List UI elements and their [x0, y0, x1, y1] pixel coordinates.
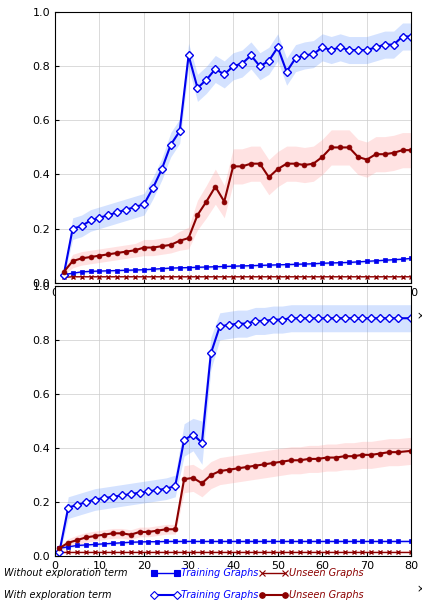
Text: Training Graphs: Training Graphs — [181, 568, 259, 578]
Text: Training Graphs: Training Graphs — [181, 590, 259, 599]
Text: $\times10^3$: $\times10^3$ — [416, 308, 422, 322]
Text: Unseen Graphs: Unseen Graphs — [289, 590, 364, 599]
Text: With exploration term: With exploration term — [4, 590, 112, 599]
Text: $\times10^3$: $\times10^3$ — [416, 581, 422, 595]
Text: Unseen Graphs: Unseen Graphs — [289, 568, 364, 578]
Text: Without exploration term: Without exploration term — [4, 568, 128, 578]
